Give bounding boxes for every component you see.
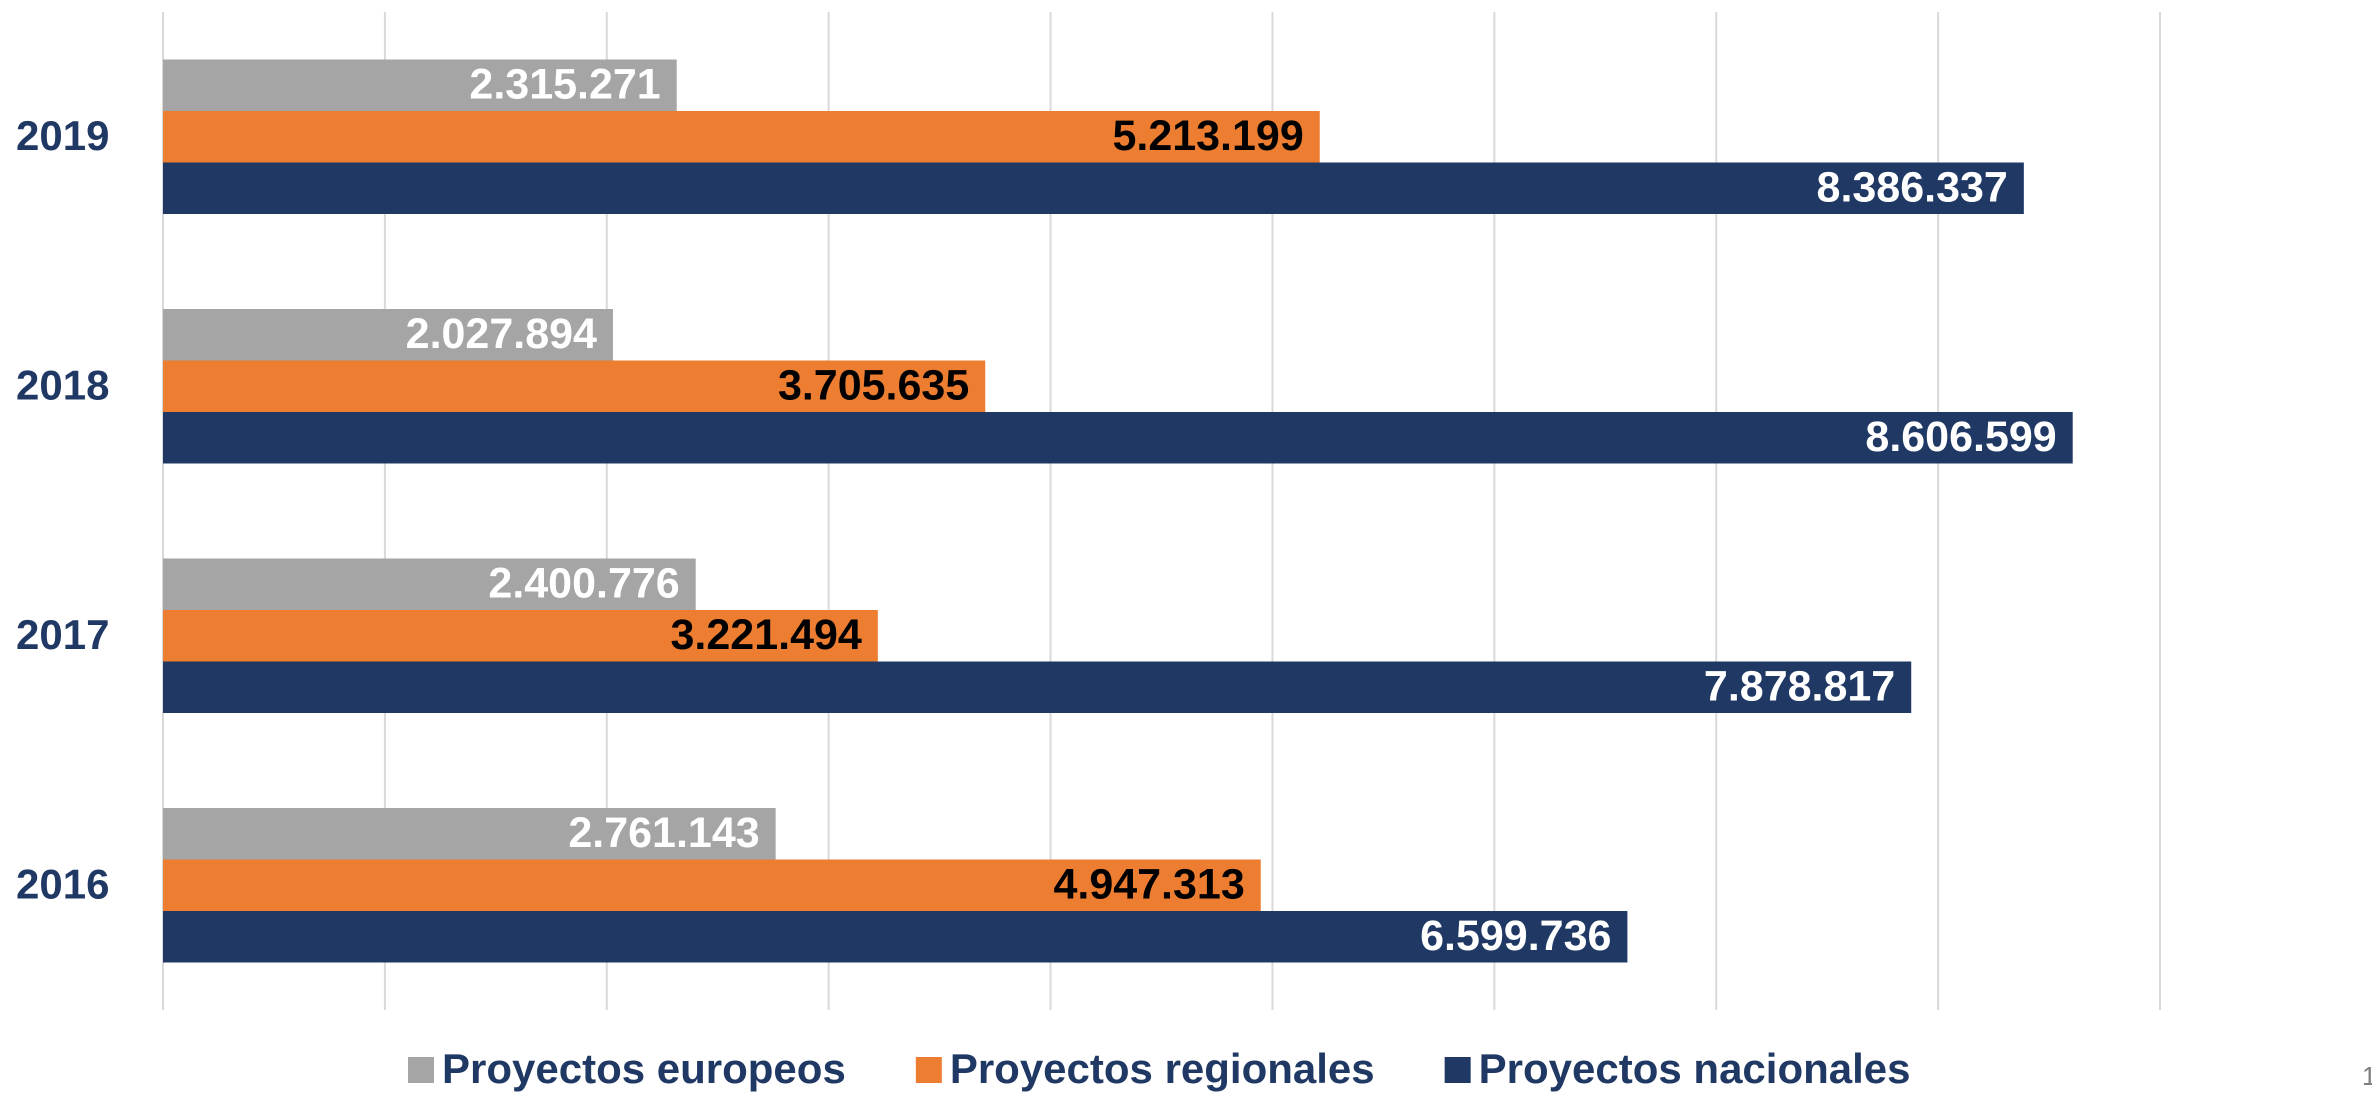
data-label: 2.027.894 [406,310,597,358]
y-tick-label: 2018 [16,361,109,408]
legend-label: Proyectos europeos [442,1045,846,1092]
data-label: 3.221.494 [671,611,862,659]
legend-label: Proyectos regionales [950,1045,1375,1092]
data-label: 7.878.817 [1704,663,1895,711]
data-label: 5.213.199 [1112,112,1303,160]
page-number: 1 [2362,1061,2372,1091]
data-label: 6.599.736 [1420,912,1611,960]
data-label: 3.705.635 [778,362,969,410]
legend-label: Proyectos nacionales [1479,1045,1911,1092]
bar [163,309,613,361]
bar [163,360,986,412]
bar [163,610,878,662]
legend-swatch [915,1057,942,1083]
bar [163,111,1320,163]
bar [163,412,2073,464]
legend-swatch [1444,1057,1471,1083]
data-label: 2.400.776 [488,560,679,608]
bar [163,661,1912,713]
bar [163,59,677,111]
bar [163,859,1261,911]
data-label: 2.761.143 [568,809,759,857]
y-tick-label: 2016 [16,860,109,907]
data-label: 2.315.271 [469,61,660,109]
bar [163,911,1628,963]
data-label: 8.386.337 [1817,164,2008,212]
bar [163,162,2024,214]
data-label: 8.606.599 [1865,413,2056,461]
bar [163,808,776,860]
legend-swatch [408,1057,434,1083]
data-label: 4.947.313 [1053,861,1244,909]
bar [163,558,696,610]
y-tick-label: 2017 [16,611,109,658]
y-tick-label: 2019 [16,112,109,159]
